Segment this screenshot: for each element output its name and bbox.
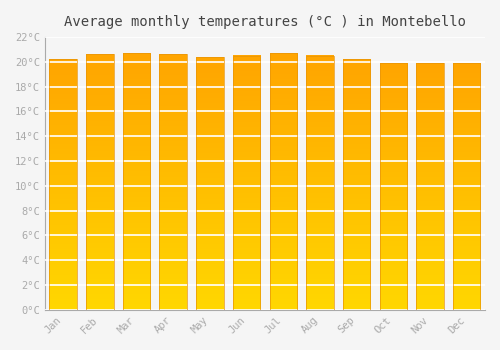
Bar — [453, 63, 480, 310]
Bar — [380, 63, 407, 310]
Bar — [50, 60, 77, 310]
Bar — [233, 56, 260, 310]
Title: Average monthly temperatures (°C ) in Montebello: Average monthly temperatures (°C ) in Mo… — [64, 15, 466, 29]
Bar — [343, 60, 370, 310]
Bar — [160, 55, 187, 310]
Bar — [196, 57, 224, 310]
Bar — [86, 55, 114, 310]
Bar — [270, 53, 297, 310]
Bar — [123, 53, 150, 310]
Bar — [416, 63, 444, 310]
Bar — [306, 56, 334, 310]
